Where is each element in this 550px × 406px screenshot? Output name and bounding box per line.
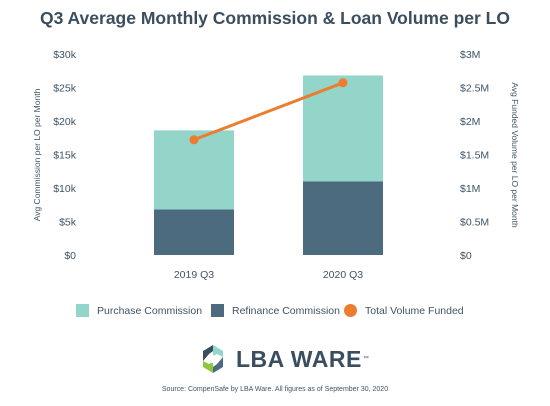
volume-point [338,78,348,88]
y2-tick-label: $2M [460,116,480,128]
y-tick-label: $20k [53,116,77,128]
x-category-label: 2019 Q3 [174,269,214,281]
y2-tick-label: $0.5M [460,217,489,229]
y2-tick-label: $1.5M [460,150,489,162]
legend: Purchase Commission Refinance Commission… [0,304,550,320]
lba-ware-logo-icon [203,345,223,373]
bar-segment [303,75,383,182]
chart-plot: $0 $5k $10k $15k $20k $25k $30k $0 $0.5M $1M $1.5… [32,49,520,281]
y-tick-label: $5k [59,217,77,229]
source-note: Source: CompenSafe by LBA Ware. All figu… [161,386,389,393]
y-tick-label: $0 [64,250,76,262]
lba-ware-logo: LBA WARE ™ [196,344,369,374]
bar-segment [154,209,234,255]
y2-tick-label: $1M [460,183,480,195]
y-tick-label: $10k [53,183,77,195]
y2-tick-label: $2.5M [460,83,489,95]
legend-label-volume: Total Volume Funded [365,304,464,317]
legend-label-purchase: Purchase Commission [97,304,203,317]
legend-item-volume: Total Volume Funded [344,304,464,317]
legend-swatch-refinance [211,304,224,317]
logo-trademark: ™ [362,356,369,362]
y-tick-label: $15k [53,150,77,162]
legend-dot-volume [344,304,357,317]
chart-title: Q3 Average Monthly Commission & Loan Vol… [40,8,510,28]
volume-line [193,81,344,142]
volume-point [189,135,199,145]
y2-tick-label: $0 [460,250,472,262]
logo-wordmark: LBA WARE [236,345,362,372]
y-axis-title: Avg Commission per LO per Month [32,88,42,221]
y2-tick-label: $3M [460,49,480,61]
bar-segment [303,181,383,255]
legend-item-purchase: Purchase Commission [76,304,202,317]
y2-axis-title: Avg Funded Volume per LO per Month [510,82,520,228]
x-category-label: 2020 Q3 [323,269,363,281]
legend-label-refinance: Refinance Commission [232,304,340,317]
legend-swatch-purchase [76,304,89,317]
y-tick-label: $30k [53,49,77,61]
y-tick-label: $25k [53,83,77,95]
legend-item-refinance: Refinance Commission [211,304,340,317]
